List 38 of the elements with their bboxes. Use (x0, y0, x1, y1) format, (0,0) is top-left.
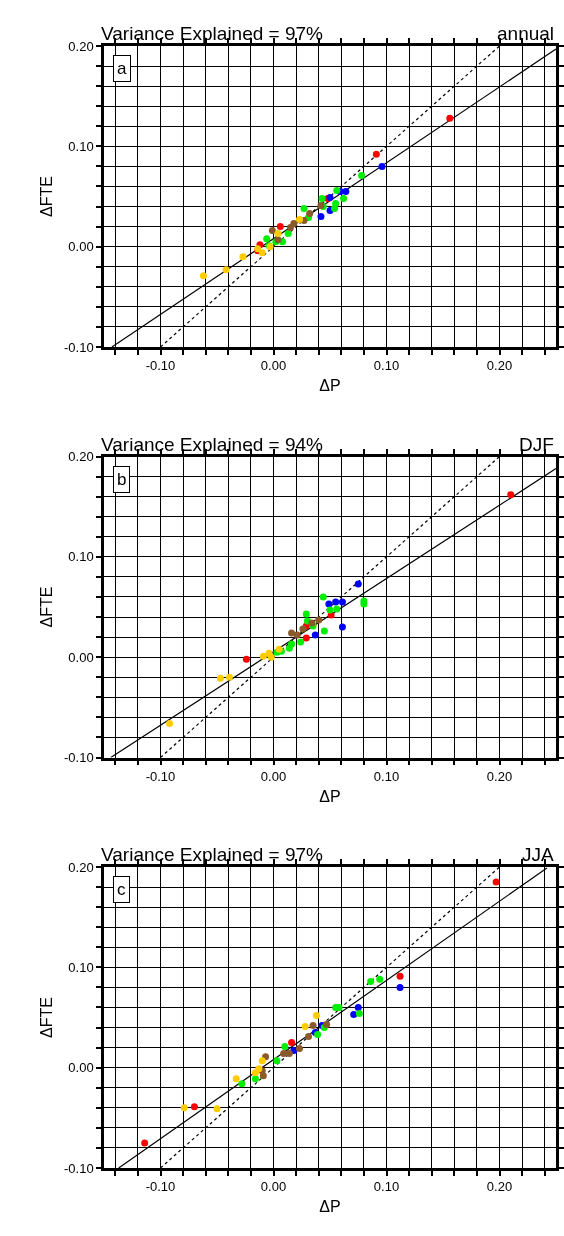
x-tick-label: -0.10 (145, 768, 176, 784)
y-tick-label: -0.10 (64, 750, 94, 766)
x-tick-label: 0.20 (486, 358, 513, 374)
y-axis-title: ΔFTE (37, 176, 55, 217)
y-tick-label: 0.20 (68, 859, 94, 875)
y-tick-label: 0.10 (68, 959, 94, 975)
x-tick-label: 0.10 (373, 768, 400, 784)
chart-title: Variance Explained = 97% (101, 23, 324, 44)
x-tick-label: 0.00 (260, 1179, 287, 1195)
x-tick-label: 0.00 (260, 768, 287, 784)
x-axis-title: ΔP (319, 787, 341, 805)
chart-subtitle: annual (497, 23, 555, 44)
annotation: a (117, 59, 127, 78)
x-axis-title: ΔP (319, 377, 341, 395)
y-axis-title: ΔFTE (37, 586, 55, 628)
y-tick-label: 0.10 (68, 549, 94, 565)
y-axis-title: ΔFTE (37, 997, 55, 1038)
y-tick-label: -0.10 (64, 1160, 94, 1176)
y-tick-label: 0.00 (68, 1060, 94, 1076)
y-tick-label: 0.10 (68, 138, 94, 154)
x-tick-label: 0.10 (373, 358, 400, 374)
x-tick-label: -0.10 (145, 1179, 176, 1195)
x-axis-title: ΔP (319, 1198, 341, 1216)
x-tick-label: 0.10 (373, 1179, 400, 1195)
y-tick-label: 0.00 (68, 239, 94, 255)
y-tick-label: 0.00 (68, 649, 94, 665)
x-tick-label: -0.10 (145, 358, 176, 374)
x-tick-label: 0.00 (260, 358, 287, 374)
y-tick-label: 0.20 (68, 38, 94, 54)
chart-title: Variance Explained = 94% (101, 434, 324, 455)
chart-title: Variance Explained = 97% (101, 844, 324, 865)
x-tick-label: 0.20 (486, 1179, 513, 1195)
y-tick-label: -0.10 (64, 339, 94, 355)
y-tick-label: 0.20 (68, 449, 94, 465)
x-tick-label: 0.20 (486, 768, 513, 784)
annotation: c (117, 880, 126, 899)
annotation: b (117, 470, 127, 489)
chart-subtitle: JJA (522, 844, 554, 865)
